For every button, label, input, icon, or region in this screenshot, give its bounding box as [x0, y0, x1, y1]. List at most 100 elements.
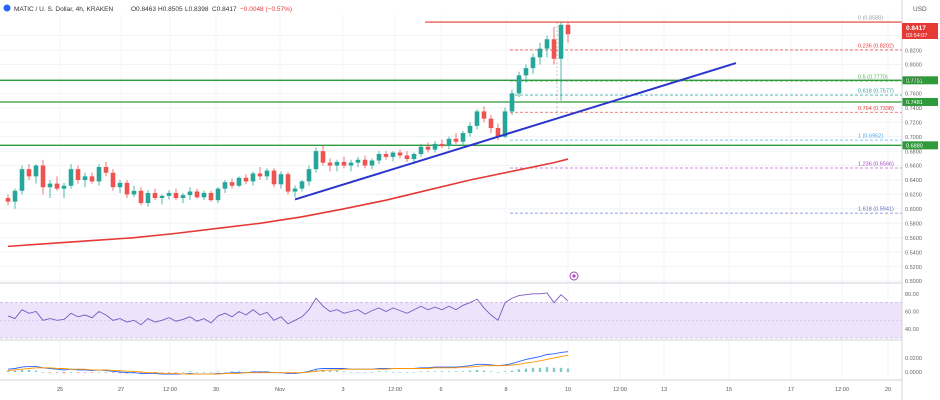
macd-histogram-bar	[328, 370, 332, 372]
macd-histogram-bar	[356, 372, 360, 373]
macd-histogram-bar	[461, 371, 465, 372]
time-tick-label: 30	[213, 387, 219, 393]
macd-histogram-bar	[468, 370, 472, 372]
price-tick-label: 0.7400	[905, 106, 922, 112]
fib-level-label: 1.236 (0.6566)	[858, 161, 894, 167]
candle-body	[47, 183, 53, 188]
last-price: 0.8417	[906, 25, 926, 32]
macd-histogram-bar	[223, 372, 227, 373]
rsi-indicator	[7, 292, 569, 326]
candle-body	[103, 166, 109, 173]
candle-body	[61, 185, 67, 189]
trend-line[interactable]	[294, 62, 737, 201]
candle-body	[89, 176, 95, 182]
fib-level-label: 0.618 (0.7577)	[858, 89, 894, 95]
candle-body	[26, 169, 32, 177]
candle-body	[110, 172, 116, 188]
macd-histogram-bar	[440, 371, 444, 372]
time-tick-label: 10	[565, 387, 571, 393]
change-value: −0.0048 (−0.57%)	[240, 6, 292, 13]
macd-histogram-bar	[83, 372, 87, 373]
candle-body	[33, 165, 39, 177]
candle-body	[187, 191, 193, 196]
candle-body	[453, 138, 459, 142]
macd-histogram-bar	[489, 371, 493, 372]
macd-histogram-bar	[419, 371, 423, 372]
rsi-tick-label: 80.00	[905, 292, 919, 298]
candle-body	[12, 190, 18, 202]
macd-histogram-bar	[139, 372, 143, 374]
candle-body	[250, 173, 256, 182]
time-tick-label: 8	[504, 387, 507, 393]
candle-body	[474, 111, 480, 126]
macd-histogram-bar	[34, 370, 38, 372]
candle-body	[425, 146, 431, 150]
candle-body	[5, 198, 11, 202]
candle-body	[313, 151, 319, 170]
candle-body	[376, 153, 382, 161]
candle-body	[278, 174, 284, 185]
candle-body	[180, 195, 186, 199]
horizontal-support-lines: 0.7781 0.7481 0.6880	[0, 76, 938, 150]
macd-histogram-bar	[398, 372, 402, 373]
macd-histogram-bar	[342, 371, 346, 372]
candle-body	[383, 153, 389, 157]
candle-body	[327, 162, 333, 166]
candle-body	[488, 118, 494, 129]
macd-histogram-bar	[405, 372, 409, 373]
price-tick-label: 0.6000	[905, 207, 922, 213]
price-axis[interactable]: 0.5000 0.5200 0.5400 0.5600 0.5800 0.6000 0.62…	[905, 34, 922, 285]
candle-body	[208, 192, 214, 201]
candle-body	[397, 152, 403, 156]
time-tick-label: 17	[788, 387, 794, 393]
candle-body	[516, 75, 522, 94]
macd-histogram-bar	[363, 372, 367, 373]
rsi-tick-label: 40.00	[905, 327, 919, 333]
candle-body	[201, 192, 207, 198]
time-tick-label: 27	[118, 387, 124, 393]
candle-body	[537, 48, 543, 58]
price-tick-label: 0.5800	[905, 221, 922, 227]
price-tick-label: 0.6200	[905, 193, 922, 199]
time-tick-label: 3	[341, 387, 344, 393]
trend-line-segment[interactable]	[294, 62, 737, 201]
price-tick-label: 0.7000	[905, 135, 922, 141]
time-tick-label: 12:00	[388, 387, 402, 393]
macd-histogram-bar	[97, 372, 101, 373]
candle-body	[243, 177, 249, 182]
candle-body	[390, 152, 396, 157]
macd-histogram-bar	[13, 370, 17, 372]
candle-body	[306, 169, 312, 182]
macd-histogram-bar	[531, 367, 535, 372]
support-price-label: 0.7481	[906, 100, 923, 106]
macd-histogram-bar	[181, 372, 185, 373]
candle-body	[138, 190, 144, 204]
candle-body	[292, 188, 298, 192]
macd-histogram-bar	[48, 372, 52, 373]
macd-histogram-bar	[552, 367, 556, 372]
fib-level-label: 1 (0.6952)	[858, 134, 883, 140]
macd-histogram-bar	[209, 372, 213, 373]
time-axis[interactable]: 25 27 12:00 30 Nov 3 12:00 6 8 10 12:00 13 15 17 12:00…	[57, 387, 891, 393]
macd-histogram-bar	[391, 372, 395, 373]
rsi-band	[0, 302, 902, 338]
currency-label: USD	[913, 6, 927, 13]
macd-histogram-bar	[433, 371, 437, 372]
macd-histogram-bar	[6, 370, 10, 372]
candle-body	[460, 133, 466, 142]
time-tick-label: 20	[885, 387, 891, 393]
symbol-dot-icon	[3, 4, 11, 12]
candle-body	[285, 174, 291, 192]
candle-body	[75, 169, 81, 180]
macd-histogram-bar	[482, 370, 486, 372]
macd-histogram-bar	[377, 371, 381, 372]
candle-body	[145, 192, 151, 204]
time-tick-label: 12:00	[163, 387, 177, 393]
time-tick-label: 15	[726, 387, 732, 393]
symbol-title[interactable]: MATIC / U. S. Dollar, 4h, KRAKEN	[14, 6, 114, 13]
candle-body	[194, 191, 200, 198]
candle-body	[264, 170, 270, 177]
candle-body	[334, 161, 340, 166]
rsi-tick-label: 60.00	[905, 310, 919, 316]
